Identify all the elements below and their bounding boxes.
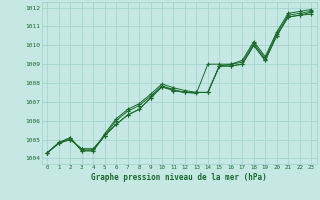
X-axis label: Graphe pression niveau de la mer (hPa): Graphe pression niveau de la mer (hPa) — [91, 173, 267, 182]
